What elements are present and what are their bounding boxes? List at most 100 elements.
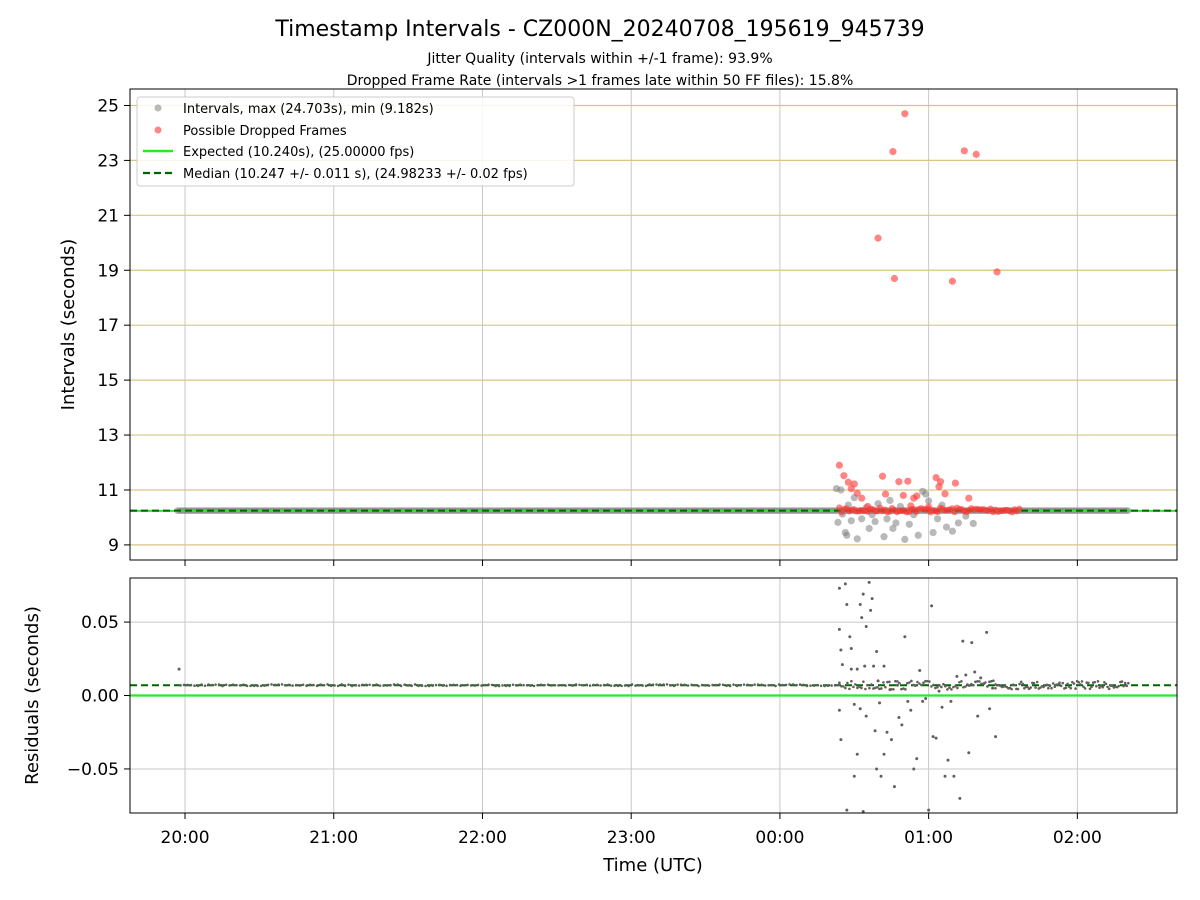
residual-point-27 <box>885 730 889 734</box>
residual-point <box>182 683 186 687</box>
residual-point-43 <box>930 604 934 608</box>
residual-point <box>870 683 873 686</box>
residual-point <box>375 683 378 686</box>
residual-point <box>1104 682 1108 686</box>
residual-point <box>788 683 791 686</box>
residual-point <box>866 683 869 687</box>
residual-point <box>956 686 959 690</box>
residual-point <box>200 683 203 686</box>
residual-point <box>1050 686 1053 690</box>
residual-point <box>259 684 263 688</box>
residual-point <box>1064 686 1068 690</box>
residual-point <box>487 683 490 687</box>
dropped-frame-point-9 <box>840 472 848 480</box>
residual-point <box>655 683 658 686</box>
interval-point-30 <box>942 523 951 531</box>
residual-point <box>946 688 949 691</box>
residual-point <box>438 683 441 687</box>
residual-point-19 <box>870 597 874 601</box>
residual-point <box>343 684 347 688</box>
residual-point <box>904 688 907 691</box>
dropped-frame-point-24 <box>936 478 945 486</box>
residual-point <box>203 684 207 688</box>
residual-point-48 <box>943 774 947 778</box>
residual-point <box>1125 684 1129 688</box>
residual-point <box>301 683 305 687</box>
residual-point <box>497 684 501 688</box>
residual-point <box>665 683 669 686</box>
residual-point <box>1088 687 1092 691</box>
residual-point-56 <box>967 751 971 755</box>
residual-point-47 <box>940 705 944 709</box>
x-tick-label-0: 20:00 <box>161 828 210 848</box>
residual-point <box>882 681 885 684</box>
dropped-frame-point-21 <box>913 492 921 500</box>
x-tick-label-3: 23:00 <box>607 828 656 848</box>
dropped-frame-point-4 <box>874 234 882 242</box>
residual-point <box>732 683 735 686</box>
residual-point <box>854 683 857 686</box>
residual-point <box>990 679 993 683</box>
residual-point <box>906 681 909 685</box>
residual-point <box>1090 685 1093 689</box>
residual-point <box>340 683 343 686</box>
residual-point <box>431 684 434 687</box>
residual-point <box>308 683 312 687</box>
residual-point <box>536 683 539 687</box>
residual-point <box>235 683 238 687</box>
residual-point-70 <box>852 774 856 778</box>
residual-point <box>669 684 672 687</box>
residual-point <box>1079 683 1082 686</box>
residual-point <box>860 686 863 690</box>
residual-point <box>908 681 911 684</box>
residual-point <box>932 683 935 687</box>
chart-subtitle-dropped: Dropped Frame Rate (intervals >1 frames … <box>347 73 854 89</box>
legend-label-median: Median (10.247 +/- 0.011 s), (24.98233 +… <box>183 167 528 182</box>
residual-point <box>1035 680 1039 684</box>
residual-point <box>466 683 469 687</box>
residual-point <box>707 684 711 687</box>
residual-point-9 <box>849 667 853 671</box>
residual-point-55 <box>964 673 968 677</box>
residual-point <box>406 684 410 687</box>
residual-point <box>1093 680 1097 684</box>
intervals-axes-frame <box>129 88 1178 561</box>
residual-point <box>940 685 943 689</box>
residual-point <box>970 682 973 686</box>
interval-point-14 <box>880 533 888 541</box>
residual-point <box>641 684 644 687</box>
residual-point <box>455 683 459 687</box>
residual-point-20 <box>872 664 876 668</box>
residual-point <box>315 684 319 688</box>
residual-point-23 <box>876 679 880 683</box>
residual-point <box>361 683 364 687</box>
residual-point <box>1107 687 1111 691</box>
interval-point-34 <box>969 519 977 528</box>
residual-point <box>880 687 883 690</box>
residual-point <box>852 685 855 689</box>
residual-point <box>942 682 945 686</box>
residual-point <box>294 683 298 687</box>
residual-point <box>844 686 847 690</box>
residual-point <box>462 684 466 687</box>
residual-point <box>193 684 196 687</box>
residual-point <box>924 679 927 683</box>
residual-point <box>872 687 875 690</box>
residual-point <box>1029 686 1033 689</box>
residual-point <box>214 683 217 686</box>
residual-point <box>385 684 389 687</box>
chart-subtitle-jitter: Jitter Quality (intervals within +/-1 fr… <box>426 51 772 67</box>
residual-point <box>1123 681 1127 685</box>
residual-point-24 <box>878 701 882 705</box>
residual-point-32 <box>897 716 901 720</box>
residual-point <box>508 684 511 688</box>
residual-point <box>816 683 819 687</box>
residual-point <box>791 683 795 686</box>
residual-point <box>564 684 567 687</box>
residual-point <box>896 680 899 683</box>
residual-point <box>1019 680 1023 684</box>
residual-point <box>287 683 291 687</box>
interval-point-7 <box>853 535 861 543</box>
residual-point <box>992 679 995 683</box>
